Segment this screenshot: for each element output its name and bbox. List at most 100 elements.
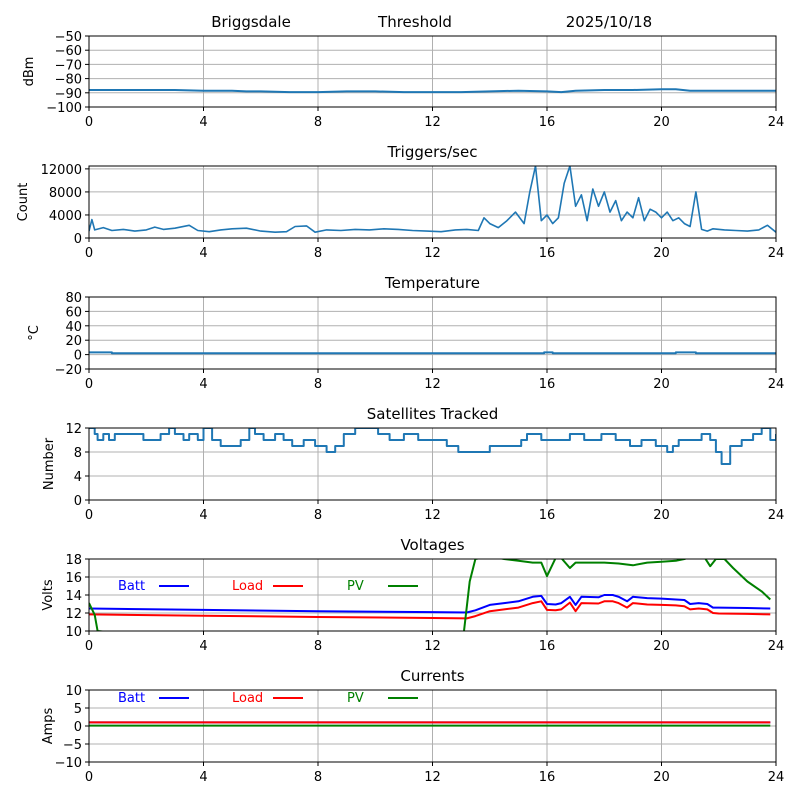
x-tick-label: 12: [424, 377, 441, 392]
x-tick-label: 20: [653, 508, 670, 523]
y-tick-label: 8000: [49, 186, 82, 201]
x-tick-label: 12: [424, 639, 441, 654]
y-tick-label: −5: [63, 738, 82, 753]
y-axis-label: °C: [27, 325, 42, 341]
x-tick-label: 24: [768, 377, 785, 392]
x-tick-label: 24: [768, 770, 785, 785]
header-date: 2025/10/18: [566, 13, 652, 31]
y-tick-label: −10: [55, 756, 82, 771]
x-tick-label: 8: [314, 508, 322, 523]
subplot-triggers: 0 4 8 12 16 20 24 0 4000 8000 12000 Triggers/sec Cou…: [16, 143, 784, 261]
x-tick-label: 24: [768, 639, 785, 654]
y-tick-label: 12: [65, 422, 82, 437]
y-tick-label: 10: [65, 684, 82, 699]
series-line-count: [89, 166, 776, 233]
y-tick-label: 0: [74, 494, 82, 509]
series-group: [89, 428, 776, 465]
x-tick-label: 16: [539, 770, 556, 785]
x-tick-label: 24: [768, 115, 785, 130]
x-tick-label: 4: [199, 770, 207, 785]
x-tick-label: 0: [85, 770, 93, 785]
y-axis-label: Amps: [41, 707, 56, 744]
y-tick-label: 20: [65, 334, 82, 349]
x-tick-label: 4: [199, 377, 207, 392]
y-tick-label: −20: [55, 363, 82, 378]
y-tick-label: 40: [65, 320, 82, 335]
x-tick-label: 0: [85, 639, 93, 654]
subplot-voltages: 0 4 8 12 16 20 24 10 12 14 16 18 Voltages Volts Batt Lo…: [41, 536, 785, 654]
x-tick-label: 4: [199, 508, 207, 523]
subplot-title: Voltages: [400, 536, 464, 554]
y-tick-label: 16: [65, 571, 82, 586]
subplot-rssi: 0 4 8 12 16 20 24 −100−90−80−70−60−50 dBm: [22, 30, 784, 130]
x-tick-label: 0: [85, 246, 93, 261]
series-group: [89, 166, 776, 233]
x-tick-label: 16: [539, 377, 556, 392]
y-tick-label: 0: [74, 349, 82, 364]
y-tick-label: 80: [65, 291, 82, 306]
y-tick-label: 12: [65, 607, 82, 622]
y-tick-label: 60: [65, 305, 82, 320]
y-tick-label: 4000: [49, 209, 82, 224]
x-tick-label: 16: [539, 508, 556, 523]
x-tick-label: 0: [85, 115, 93, 130]
subplot-satellites: 0 4 8 12 16 20 24 0 4 8 12 Satellites Tracked Number: [42, 405, 784, 523]
y-tick-label: 0: [74, 232, 82, 247]
y-tick-label: 0: [74, 720, 82, 735]
series-line-pv: [89, 559, 771, 631]
y-axis-label: Volts: [41, 579, 56, 611]
x-tick-label: 20: [653, 639, 670, 654]
x-tick-label: 20: [653, 770, 670, 785]
series-group: [89, 721, 771, 727]
x-tick-label: 16: [539, 246, 556, 261]
x-tick-label: 20: [653, 115, 670, 130]
subplot-title: Satellites Tracked: [367, 405, 498, 423]
x-tick-label: 8: [314, 246, 322, 261]
subplot-title: Temperature: [384, 274, 480, 292]
x-tick-label: 20: [653, 246, 670, 261]
y-tick-label: 4: [74, 470, 82, 485]
series-group: [89, 88, 776, 94]
x-tick-label: 8: [314, 115, 322, 130]
y-tick-label: −80: [55, 73, 82, 88]
x-tick-label: 4: [199, 246, 207, 261]
subplot-title: Currents: [400, 667, 464, 685]
series-line-batt: [89, 594, 771, 614]
series-line-load: [89, 600, 771, 620]
x-tick-label: 8: [314, 377, 322, 392]
x-tick-label: 0: [85, 508, 93, 523]
y-axis-label: Count: [16, 183, 31, 222]
y-axis-label: dBm: [22, 57, 37, 87]
y-tick-label: −60: [55, 44, 82, 59]
legend-label-load: Load: [232, 691, 263, 706]
x-tick-label: 12: [424, 508, 441, 523]
y-axis-label: Number: [42, 437, 57, 490]
x-tick-label: 24: [768, 246, 785, 261]
legend-label-pv: PV: [347, 691, 364, 706]
y-tick-label: 5: [74, 702, 82, 717]
x-tick-label: 4: [199, 115, 207, 130]
y-tick-label: −50: [55, 30, 82, 45]
y-tick-label: 10: [65, 625, 82, 640]
header-station: Briggsdale: [211, 13, 291, 31]
y-tick-label: −100: [46, 101, 82, 116]
series-line-dbm: [89, 88, 776, 94]
legend-label-batt: Batt: [118, 579, 145, 594]
header-mode: Threshold: [377, 13, 452, 31]
legend-label-pv: PV: [347, 579, 364, 594]
x-tick-label: 20: [653, 377, 670, 392]
x-tick-label: 16: [539, 639, 556, 654]
y-tick-label: 8: [74, 446, 82, 461]
series-line-number: [89, 428, 776, 465]
subplot-currents: 0 4 8 12 16 20 24 −10 −5 0 5 10 Currents Amps Batt Load…: [41, 667, 784, 785]
x-tick-label: 8: [314, 639, 322, 654]
series-line--c: [89, 351, 776, 355]
subplot-title: Triggers/sec: [387, 143, 478, 161]
legend-label-load: Load: [232, 579, 263, 594]
y-tick-label: −90: [55, 87, 82, 102]
x-tick-label: 12: [424, 246, 441, 261]
x-tick-label: 12: [424, 115, 441, 130]
x-tick-label: 8: [314, 770, 322, 785]
